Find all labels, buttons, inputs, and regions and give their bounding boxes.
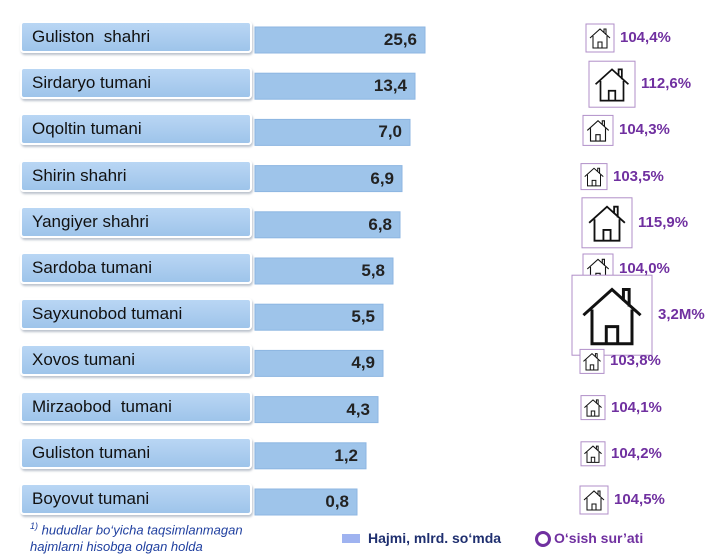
category-label-10: Boyovut tumani: [20, 483, 252, 515]
house-icon-1: [588, 60, 636, 108]
house-icon-7: [579, 348, 605, 374]
value-label-3: 6,9: [370, 168, 394, 188]
house-icon-4: [581, 197, 633, 249]
bar-5: [254, 257, 394, 285]
growth-label-0: 104,4%: [620, 29, 671, 46]
value-label-10: 0,8: [325, 492, 349, 511]
footnote: 1) hududlar bo‘yicha taqsimlanmagan hajm…: [30, 518, 330, 555]
category-label-0: Guliston shahri: [20, 21, 252, 53]
value-label-4: 6,8: [368, 214, 392, 234]
growth-label-4: 115,9%: [638, 213, 689, 231]
bar-7: [254, 349, 384, 377]
bar-8: [254, 396, 379, 424]
value-label-8: 4,3: [346, 399, 370, 419]
value-label-2: 7,0: [378, 122, 402, 142]
house-icon-10: [579, 485, 609, 515]
bar-1: [254, 72, 416, 100]
growth-label-5: 104,0%: [619, 260, 670, 277]
house-icon-3: [580, 163, 608, 191]
growth-label-3: 103,5%: [613, 167, 664, 185]
category-label-4: Yangiyer shahri: [20, 205, 252, 238]
growth-label-2: 104,3%: [619, 121, 670, 139]
footnote-line-2: hajmlarni hisobga olgan holda: [30, 539, 203, 555]
footnote-line-1: hududlar bo‘yicha taqsimlanmagan: [41, 522, 243, 538]
category-label-7: Xovos tumani: [20, 344, 252, 377]
bar-2: [254, 118, 411, 146]
growth-label-9: 104,2%: [611, 444, 662, 462]
value-label-0: 25,6: [383, 30, 417, 49]
growth-label-7: 103,8%: [610, 352, 661, 370]
category-label-8: Mirzaobod tumani: [20, 390, 252, 423]
legend-growth-label: O‘sish sur’ati: [554, 530, 644, 546]
legend-volume-swatch: [342, 534, 360, 543]
bar-3: [254, 165, 403, 193]
house-icon-2: [582, 114, 614, 146]
category-label-1: Sirdaryo tumani: [20, 67, 252, 100]
bar-4: [254, 211, 401, 239]
growth-label-8: 104,1%: [611, 398, 662, 416]
value-label-9: 1,2: [334, 445, 358, 465]
category-label-3: Shirin shahri: [20, 159, 252, 192]
category-label-2: Oqoltin tumani: [20, 113, 252, 146]
bar-6: [254, 303, 384, 331]
value-label-5: 5,8: [361, 261, 385, 280]
bar-9: [254, 442, 367, 470]
house-icon-8: [580, 395, 606, 421]
footnote-marker: 1): [30, 521, 39, 531]
category-label-5: Sardoba tumani: [20, 252, 252, 284]
category-label-6: Sayxunobod tumani: [20, 298, 252, 331]
bar-0: [254, 26, 426, 54]
legend-growth-ring-icon: [535, 531, 551, 547]
growth-label-1: 112,6%: [641, 75, 692, 93]
house-icon-6: [571, 274, 653, 356]
legend-volume-label: Hajmi, mlrd. so‘mda: [368, 530, 502, 546]
bar-10: [254, 488, 358, 516]
value-label-7: 4,9: [351, 353, 375, 373]
house-icon-9: [580, 441, 606, 467]
category-label-9: Guliston tumani: [20, 436, 252, 469]
growth-label-6: 3,2M%: [658, 306, 705, 324]
growth-label-10: 104,5%: [614, 491, 665, 508]
house-icon-0: [585, 23, 615, 53]
value-label-1: 13,4: [373, 76, 407, 96]
value-label-6: 5,5: [351, 307, 375, 327]
